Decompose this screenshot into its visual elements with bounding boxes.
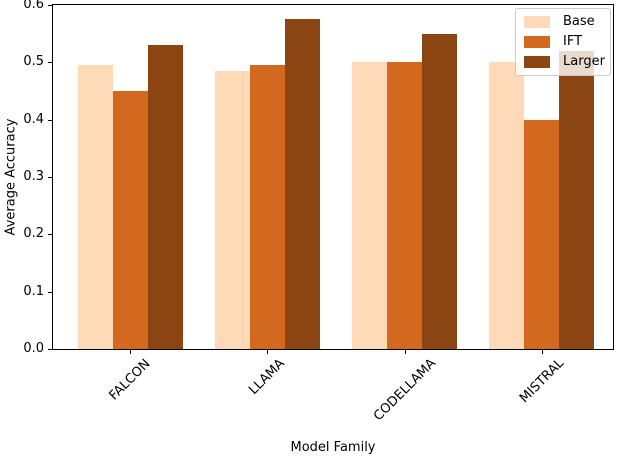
x-tick-label-codellama: CODELLAMA xyxy=(370,356,439,425)
y-tick-mark xyxy=(48,349,52,350)
x-tick-label-falcon: FALCON xyxy=(106,356,154,404)
bar-falcon-larger xyxy=(147,45,183,349)
y-tick-mark xyxy=(48,291,52,293)
bar-mistral-ift xyxy=(524,119,560,349)
y-tick-mark xyxy=(48,5,52,6)
bar-llama-base xyxy=(214,70,250,349)
y-tick-label: 0.6 xyxy=(23,0,44,12)
y-tick-mark xyxy=(48,177,52,178)
bar-llama-larger xyxy=(284,19,320,349)
legend-item-base: Base xyxy=(524,15,602,29)
legend-item-larger: Larger xyxy=(524,54,605,69)
y-tick-label: 0.4 xyxy=(23,111,44,127)
y-tick-mark xyxy=(48,119,52,121)
bar-mistral-larger xyxy=(559,50,595,349)
x-axis-title: Model Family xyxy=(290,440,376,455)
bar-mistral-base xyxy=(489,62,525,349)
bar-codellama-larger xyxy=(422,33,458,349)
y-tick-label: 0.0 xyxy=(23,341,44,356)
x-tick-mark xyxy=(267,350,269,354)
bar-falcon-ift xyxy=(112,91,148,349)
legend-label: Larger xyxy=(563,54,605,69)
y-tick-label: 0.2 xyxy=(23,226,44,242)
y-tick-label: 0.1 xyxy=(23,283,44,299)
y-tick-mark xyxy=(48,62,52,64)
bar-llama-ift xyxy=(249,65,285,349)
x-tick-mark xyxy=(541,350,543,354)
y-tick-label: 0.3 xyxy=(23,169,44,184)
legend-label: Base xyxy=(563,14,595,29)
x-tick-mark xyxy=(130,350,131,354)
legend-item-ift: IFT xyxy=(524,35,602,49)
x-tick-label-mistral: MISTRAL xyxy=(516,356,568,407)
x-tick-mark xyxy=(404,350,406,354)
legend-swatch-base xyxy=(524,16,550,28)
bars-layer xyxy=(53,5,613,349)
bar-codellama-ift xyxy=(387,62,423,349)
x-tick-label-llama: LLAMA xyxy=(246,356,289,398)
y-tick-mark xyxy=(48,234,52,236)
legend: Base IFT Larger xyxy=(515,8,611,76)
legend-label: IFT xyxy=(563,34,583,49)
legend-swatch-ift xyxy=(524,36,550,48)
bar-codellama-base xyxy=(352,62,388,349)
y-tick-label: 0.5 xyxy=(23,54,44,70)
legend-swatch-larger xyxy=(524,56,550,68)
bar-falcon-base xyxy=(77,65,113,349)
